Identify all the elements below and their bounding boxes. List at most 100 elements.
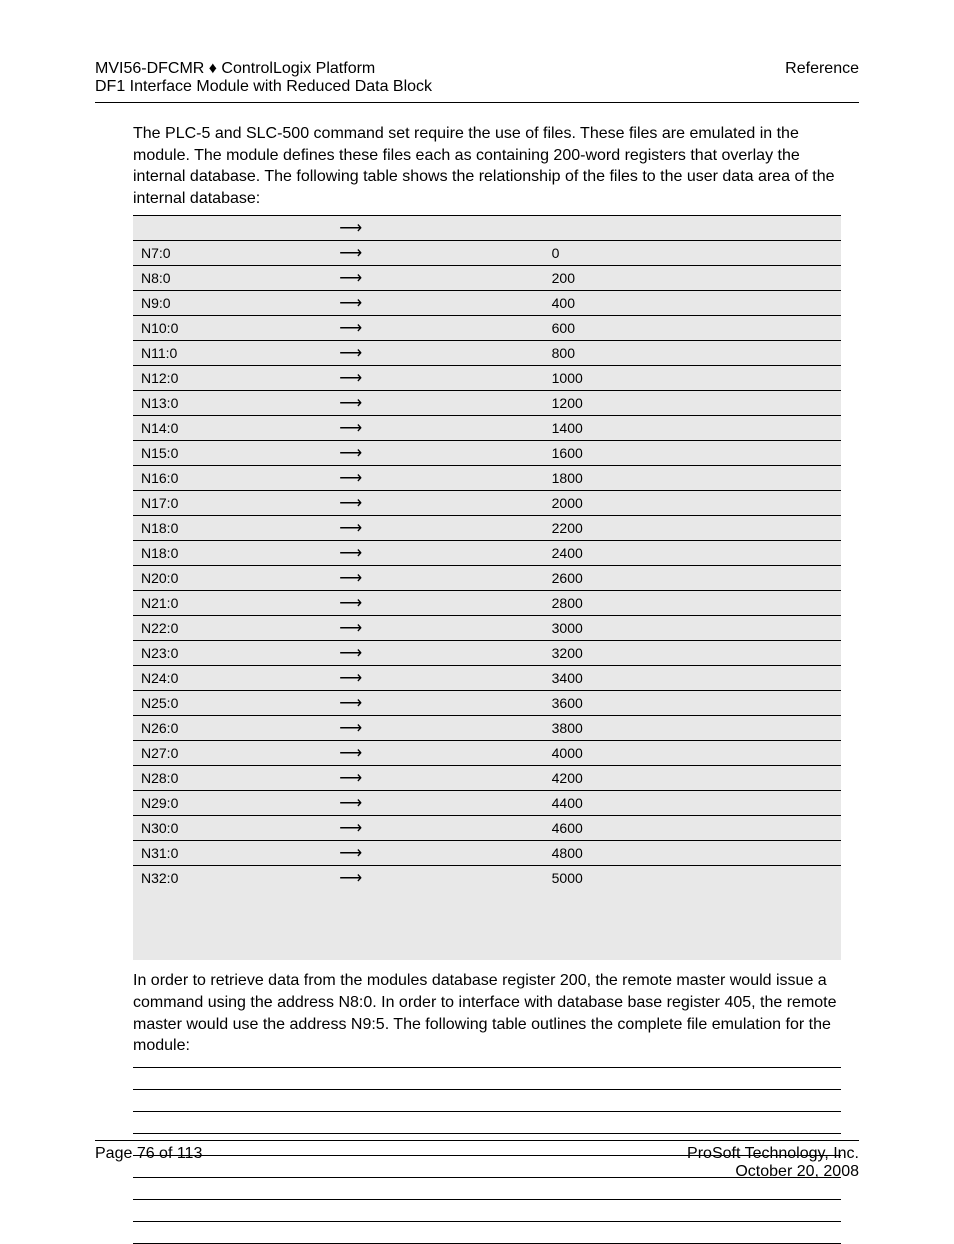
arrow-icon: ⟶: [339, 345, 362, 362]
footer-company: ProSoft Technology, Inc.: [687, 1145, 859, 1162]
arrow-icon: ⟶: [339, 395, 362, 412]
value-cell: 2800: [544, 591, 841, 616]
value-cell: 2600: [544, 566, 841, 591]
arrow-cell: ⟶: [331, 841, 543, 866]
arrow-cell: ⟶: [331, 691, 543, 716]
arrow-cell: ⟶: [331, 716, 543, 741]
table-row: [133, 1111, 841, 1133]
table-row: N29:0⟶4400: [133, 791, 841, 816]
table-row: [133, 1221, 841, 1243]
header-right: Reference: [785, 60, 859, 78]
header-left-line2: DF1 Interface Module with Reduced Data B…: [95, 78, 859, 96]
arrow-icon: ⟶: [339, 545, 362, 562]
header-platform: ControlLogix Platform: [217, 60, 375, 77]
table-row: N21:0 ⟶ 2800: [133, 591, 841, 616]
arrow-cell: ⟶: [331, 791, 543, 816]
arrow-icon: ⟶: [339, 245, 362, 262]
arrow-icon: ⟶: [339, 795, 362, 812]
file-cell: N18:0: [133, 541, 331, 566]
table-row: [133, 1067, 841, 1089]
table-row: N9:0⟶400: [133, 291, 841, 316]
arrow-icon: ⟶: [339, 370, 362, 387]
table-row: N32:0⟶5000: [133, 866, 841, 891]
value-cell: 4600: [544, 816, 841, 841]
value-cell: 1000: [544, 366, 841, 391]
file-cell: N7:0: [133, 241, 331, 266]
file-cell: N16:0: [133, 466, 331, 491]
file-cell: N25:0: [133, 691, 331, 716]
table-row: N27:0⟶4000: [133, 741, 841, 766]
arrow-cell: ⟶: [331, 466, 543, 491]
footer-date: October 20, 2008: [735, 1163, 859, 1180]
arrow-cell: ⟶: [331, 441, 543, 466]
value-cell: 3200: [544, 641, 841, 666]
arrow-icon: ⟶: [339, 620, 362, 637]
table-row: N20:0 ⟶ 2600: [133, 566, 841, 591]
file-cell: N13:0: [133, 391, 331, 416]
value-cell: 200: [544, 266, 841, 291]
table-row: N12:0 ⟶ 1000: [133, 366, 841, 391]
table-row: N22:0 ⟶ 3000: [133, 616, 841, 641]
file-cell: N20:0: [133, 566, 331, 591]
diamond-icon: ♦: [209, 60, 217, 77]
table-row: N30:0⟶4600: [133, 816, 841, 841]
arrow-icon: ⟶: [339, 845, 362, 862]
file-cell: N28:0: [133, 766, 331, 791]
table-row: N15:0⟶1600: [133, 441, 841, 466]
table-row: N8:0 ⟶ 200: [133, 266, 841, 291]
value-cell: 3400: [544, 666, 841, 691]
arrow-icon: ⟶: [339, 320, 362, 337]
arrow-cell: ⟶: [331, 516, 543, 541]
arrow-cell: ⟶: [331, 866, 543, 891]
table-row: N24:0⟶3400: [133, 666, 841, 691]
file-cell: N11:0: [133, 341, 331, 366]
table-row: N25:0⟶3600: [133, 691, 841, 716]
value-cell: [544, 216, 841, 241]
value-cell: 3000: [544, 616, 841, 641]
arrow-cell: ⟶: [331, 566, 543, 591]
table-row: N7:0 ⟶ 0: [133, 241, 841, 266]
arrow-icon: ⟶: [339, 420, 362, 437]
arrow-cell: ⟶: [331, 741, 543, 766]
table-row: N16:0⟶1800: [133, 466, 841, 491]
arrow-icon: ⟶: [339, 220, 362, 237]
value-cell: 0: [544, 241, 841, 266]
table-row: N31:0⟶4800: [133, 841, 841, 866]
file-cell: N8:0: [133, 266, 331, 291]
arrow-cell: ⟶: [331, 216, 543, 241]
file-cell: [133, 216, 331, 241]
arrow-icon: ⟶: [339, 720, 362, 737]
file-cell: N21:0: [133, 591, 331, 616]
empty-cell: [133, 1221, 841, 1243]
arrow-cell: ⟶: [331, 416, 543, 441]
table-row: [133, 1089, 841, 1111]
arrow-cell: ⟶: [331, 291, 543, 316]
value-cell: 2400: [544, 541, 841, 566]
value-cell: 4800: [544, 841, 841, 866]
value-cell: 1800: [544, 466, 841, 491]
arrow-cell: ⟶: [331, 766, 543, 791]
file-cell: N22:0: [133, 616, 331, 641]
table-row: N18:0⟶2200: [133, 516, 841, 541]
value-cell: 3800: [544, 716, 841, 741]
page-footer: Page 76 of 113 ProSoft Technology, Inc. …: [95, 1140, 859, 1181]
arrow-icon: ⟶: [339, 520, 362, 537]
file-cell: N29:0: [133, 791, 331, 816]
value-cell: 2000: [544, 491, 841, 516]
arrow-icon: ⟶: [339, 745, 362, 762]
arrow-icon: ⟶: [339, 595, 362, 612]
value-cell: 5000: [544, 866, 841, 891]
table-row: N13:0⟶1200: [133, 391, 841, 416]
value-cell: 800: [544, 341, 841, 366]
table-row: N14:0⟶1400: [133, 416, 841, 441]
arrow-icon: ⟶: [339, 270, 362, 287]
file-cell: N9:0: [133, 291, 331, 316]
value-cell: 1600: [544, 441, 841, 466]
arrow-cell: ⟶: [331, 391, 543, 416]
file-cell: N12:0: [133, 366, 331, 391]
header-product: MVI56-DFCMR: [95, 60, 209, 77]
arrow-icon: ⟶: [339, 570, 362, 587]
arrow-icon: ⟶: [339, 870, 362, 887]
value-cell: 4000: [544, 741, 841, 766]
arrow-cell: ⟶: [331, 816, 543, 841]
